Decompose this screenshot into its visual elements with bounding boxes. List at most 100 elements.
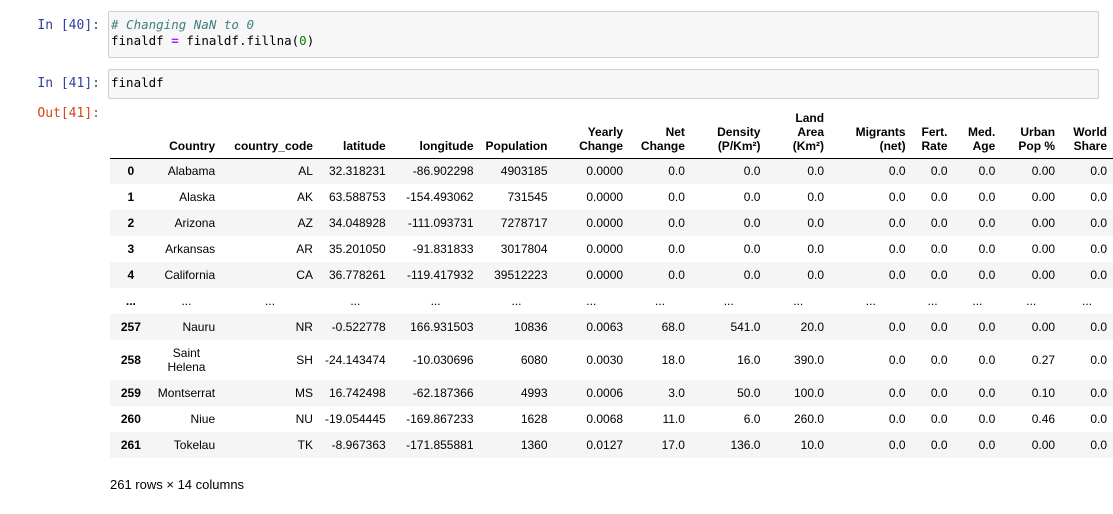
code-call: finaldf.fillna( <box>186 33 300 48</box>
table-cell: 0.0 <box>930 242 948 256</box>
table-cell: 4903185 <box>500 164 548 179</box>
table-cell: 0.0 <box>978 353 996 367</box>
table-cell: 36.778261 <box>328 268 386 282</box>
table-cell: Niue <box>190 412 216 426</box>
row-index: 259 <box>120 386 141 400</box>
code-comment: # Changing NaN to 0 <box>111 17 254 32</box>
table-cell: 0.0 <box>978 386 996 400</box>
table-cell: 0.0 <box>888 438 906 452</box>
row-index: 2 <box>127 216 135 230</box>
table-cell: 0.00 <box>1031 242 1056 256</box>
table-cell: 18.0 <box>661 353 685 367</box>
code-editor[interactable]: # Changing NaN to 0 finaldf = finaldf.fi… <box>108 11 1099 58</box>
column-header: Country <box>151 108 222 159</box>
table-cell: Alabama <box>167 164 216 179</box>
column-header: World Share <box>1061 108 1113 159</box>
table-cell: 0.0127 <box>586 438 624 452</box>
table-cell: 0.0 <box>1090 412 1107 426</box>
table-cell: 0.00 <box>1031 320 1056 334</box>
table-cell: Arkansas <box>165 242 216 256</box>
row-index: ... <box>125 294 136 308</box>
table-row: 3 Arkansas AR 35.201050 -91.831833 3017804 0.0… <box>110 236 1113 262</box>
table-cell: 68.0 <box>661 320 685 334</box>
table-cell: Alaska <box>179 190 216 204</box>
table-cell: -169.867233 <box>406 412 474 426</box>
table-cell: 0.0 <box>930 320 948 334</box>
table-cell: 0.0 <box>807 164 825 179</box>
table-cell: 0.0 <box>1090 320 1107 334</box>
row-index: 258 <box>120 353 141 367</box>
table-cell: 16.0 <box>737 353 761 367</box>
table-cell: 0.00 <box>1031 268 1056 282</box>
table-cell: Montserrat <box>157 386 216 400</box>
table-cell: 34.048928 <box>328 216 386 230</box>
table-cell: 0.0 <box>930 216 948 230</box>
dataframe-table: Country country_code latitude longitude Popu… <box>110 108 1113 458</box>
table-cell: 731545 <box>507 190 548 204</box>
table-cell: 0.0 <box>668 164 685 179</box>
table-cell: 0.0 <box>668 190 685 204</box>
table-cell: 260.0 <box>794 412 825 426</box>
table-cell: 16.742498 <box>328 386 386 400</box>
table-cell: ... <box>265 294 276 308</box>
column-header <box>110 108 152 159</box>
table-cell: AK <box>296 190 313 204</box>
code-cell-40[interactable]: In [40]: # Changing NaN to 0 finaldf = f… <box>0 10 1113 58</box>
table-cell: 0.0 <box>888 386 906 400</box>
table-cell: 0.0 <box>930 268 948 282</box>
table-cell: MS <box>294 386 313 400</box>
table-cell: -154.493062 <box>406 190 474 204</box>
table-cell: 0.0 <box>743 242 761 256</box>
table-cell: -91.831833 <box>412 242 474 256</box>
code-operator: = <box>171 33 179 48</box>
code-number: 0 <box>299 33 307 48</box>
table-row: 1 Alaska AK 63.588753 -154.493062 731545 0.000… <box>110 184 1113 210</box>
table-cell: -8.967363 <box>331 438 386 452</box>
table-cell: 0.0 <box>668 242 685 256</box>
table-cell: 0.0 <box>978 320 996 334</box>
table-cell: 0.0 <box>743 216 761 230</box>
column-header: Population <box>479 108 554 159</box>
table-cell: -111.093731 <box>407 216 474 230</box>
table-cell: 11.0 <box>662 412 685 426</box>
table-cell: 50.0 <box>737 386 761 400</box>
table-cell: 0.0 <box>930 438 948 452</box>
table-cell: 0.0 <box>888 216 906 230</box>
table-cell: 0.0 <box>888 353 906 367</box>
table-cell: 0.0 <box>807 216 825 230</box>
code-cell-41[interactable]: In [41]: finaldf <box>0 68 1113 100</box>
column-header: country_code <box>221 108 319 159</box>
table-row: 257 Nauru NR -0.522778 166.931503 10836 0.0063… <box>110 314 1113 340</box>
row-index: 3 <box>127 242 135 256</box>
table-cell: 0.0 <box>1090 353 1107 367</box>
table-cell: 0.0 <box>888 164 906 179</box>
table-cell: 0.0 <box>888 190 906 204</box>
table-cell: ... <box>865 294 876 308</box>
table-cell: 0.00 <box>1031 164 1056 179</box>
table-row: 2 Arizona AZ 34.048928 -111.093731 7278717 0.0… <box>110 210 1113 236</box>
table-cell: 0.0 <box>978 242 996 256</box>
row-index: 257 <box>120 320 141 334</box>
code-close: ) <box>306 33 315 48</box>
table-cell: TK <box>297 438 313 452</box>
code-var: finaldf <box>111 33 164 48</box>
table-cell: 0.0 <box>807 190 825 204</box>
code-editor[interactable]: finaldf <box>108 69 1099 99</box>
table-cell: -62.187366 <box>412 386 474 400</box>
table-body: 0 Alabama AL 32.318231 -86.902298 4903185 0.00… <box>110 158 1113 458</box>
row-index: 260 <box>120 412 141 426</box>
table-cell: ... <box>430 294 441 308</box>
table-cell: 541.0 <box>730 320 761 334</box>
table-cell: 0.0 <box>978 190 996 204</box>
table-cell: ... <box>972 294 983 308</box>
column-header: Fert. Rate <box>911 108 954 159</box>
table-cell: -119.417932 <box>407 268 474 282</box>
table-cell: 0.0 <box>888 242 906 256</box>
table-cell: ... <box>723 294 734 308</box>
column-header: Med. Age <box>953 108 1002 159</box>
table-cell: ... <box>793 294 804 308</box>
table-cell: SH <box>296 353 313 367</box>
table-cell: Arizona <box>174 216 216 230</box>
table-cell: 0.0 <box>807 242 825 256</box>
table-cell: 1360 <box>520 438 548 452</box>
